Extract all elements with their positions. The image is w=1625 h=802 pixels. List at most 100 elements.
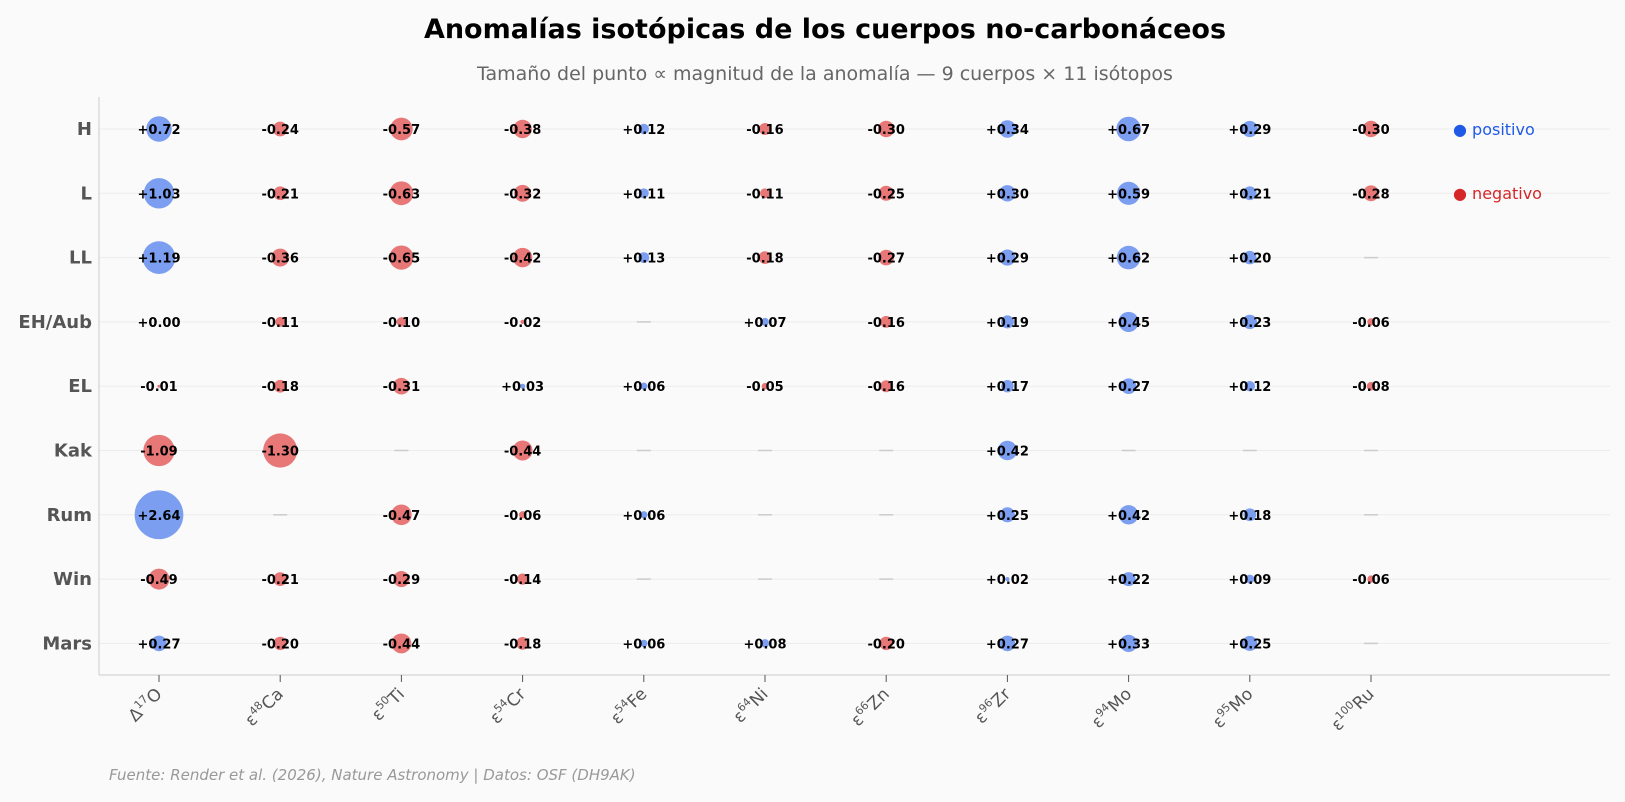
legend-negative: ● negativo (1453, 184, 1542, 203)
bubble (512, 440, 533, 461)
bubble (640, 511, 648, 519)
value-label: -0.44 (504, 445, 541, 460)
bubble (878, 249, 894, 266)
source-note: Fuente: Render et al. (2026), Nature Ast… (109, 766, 636, 784)
row-label: LL (69, 248, 92, 269)
value-label: -0.31 (383, 380, 420, 395)
bubble (1117, 181, 1141, 205)
value-label: +2.64 (138, 509, 181, 524)
value-label: -0.16 (867, 316, 904, 331)
value-label: -0.30 (867, 123, 904, 138)
value-label: -0.06 (1352, 573, 1389, 588)
value-label: +0.03 (501, 380, 544, 395)
value-label: +1.19 (138, 252, 181, 267)
value-label: -0.05 (746, 380, 783, 395)
value-label: +0.06 (622, 637, 665, 652)
bubble (391, 633, 412, 654)
value-label: +0.17 (986, 380, 1029, 395)
value-label: +0.45 (1107, 316, 1150, 331)
bubble (512, 247, 533, 268)
bubble (142, 241, 176, 274)
bubble (518, 511, 527, 519)
bubble (999, 507, 1015, 523)
bubble (1242, 635, 1258, 651)
bubble (513, 119, 532, 139)
value-label: +0.07 (744, 316, 787, 331)
bubble (638, 252, 650, 264)
value-label: +0.30 (986, 187, 1029, 202)
bubble (1366, 381, 1376, 391)
value-label: -0.08 (1352, 380, 1389, 395)
column-label: ε64Ni (728, 683, 772, 727)
value-label: +0.42 (1107, 509, 1150, 524)
value-label: -0.36 (261, 252, 298, 267)
value-label: -0.49 (140, 573, 177, 588)
value-label: -0.06 (1352, 316, 1389, 331)
bubble (999, 185, 1016, 202)
value-label: -0.18 (746, 252, 783, 267)
bubble (273, 186, 288, 201)
bubble (638, 123, 649, 135)
bubble (1363, 185, 1379, 202)
bubble (273, 379, 287, 393)
value-label: +0.23 (1228, 316, 1271, 331)
column-label: ε50Ti (367, 683, 409, 725)
value-label: -0.11 (746, 187, 783, 202)
value-label: -0.06 (504, 509, 541, 524)
value-label: +0.62 (1107, 252, 1150, 267)
row-label: EH/Aub (18, 312, 92, 333)
bubble (1118, 311, 1139, 332)
value-label: -0.01 (140, 380, 177, 395)
column-label: ε66Zn (846, 683, 894, 731)
value-label: -0.24 (261, 123, 298, 138)
bubble (878, 185, 894, 201)
value-label: -0.38 (504, 123, 541, 138)
bubble (1245, 574, 1255, 584)
bubble (263, 433, 298, 468)
value-label: +0.72 (138, 123, 181, 138)
column-label: ε94Mo (1086, 683, 1136, 733)
bubble (640, 382, 648, 390)
value-label: +0.06 (622, 380, 665, 395)
bubble (1120, 378, 1137, 394)
value-label: +0.42 (986, 445, 1029, 460)
value-label: -0.20 (867, 637, 904, 652)
column-label: Δ17O (123, 683, 166, 726)
value-label: +0.20 (1228, 252, 1271, 267)
bubble (1001, 380, 1014, 393)
bubble (877, 120, 895, 138)
bubble (134, 490, 184, 540)
row-label: Rum (47, 505, 92, 526)
bubble (273, 572, 288, 586)
value-label: -0.63 (383, 187, 420, 202)
row-label: H (77, 119, 92, 140)
row-label: EL (68, 376, 92, 397)
value-label: -0.42 (504, 252, 541, 267)
bubble (760, 639, 770, 648)
row-label: Win (53, 569, 92, 590)
bubble (1362, 120, 1380, 138)
bubble (880, 380, 893, 393)
value-label: -0.16 (746, 123, 783, 138)
column-label: ε54Cr (485, 683, 530, 728)
value-label: +0.22 (1107, 573, 1150, 588)
bubble (759, 123, 771, 135)
value-label: +0.06 (622, 509, 665, 524)
value-label: +0.25 (986, 509, 1029, 524)
value-label: -0.10 (383, 316, 420, 331)
row-label: Mars (42, 633, 92, 654)
value-label: -0.28 (1352, 187, 1389, 202)
value-label: -0.21 (261, 187, 298, 202)
bubble (1367, 575, 1375, 583)
column-label: ε48Ca (240, 683, 288, 731)
value-label: -0.21 (261, 573, 298, 588)
value-label: -0.11 (261, 316, 298, 331)
chart-subtitle: Tamaño del punto ∝ magnitud de la anomal… (476, 63, 1173, 85)
bubble (1121, 572, 1136, 587)
column-label: ε100Ru (1326, 683, 1378, 735)
value-label: -0.27 (867, 252, 904, 267)
bubble (1244, 381, 1255, 392)
bubble (1241, 120, 1258, 138)
bubble (1367, 318, 1375, 326)
